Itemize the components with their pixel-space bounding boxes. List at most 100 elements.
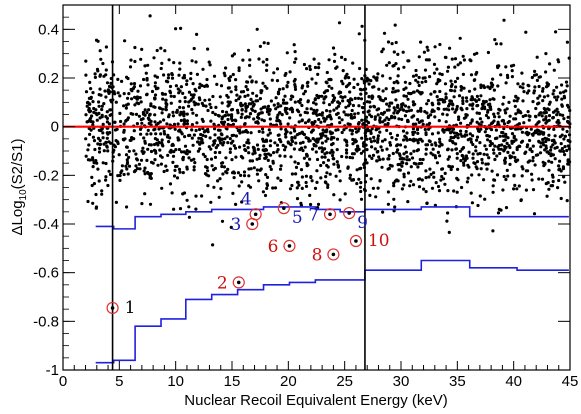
data-point [552, 89, 556, 93]
data-point [377, 87, 381, 91]
data-point [262, 119, 266, 123]
data-point [388, 132, 393, 136]
data-point [329, 137, 333, 141]
data-point [279, 104, 283, 108]
data-point [171, 114, 175, 118]
data-point [488, 139, 492, 144]
data-point [209, 119, 213, 123]
data-point [177, 129, 181, 133]
data-point [464, 96, 469, 100]
event-circle-9 [343, 206, 356, 220]
data-point [289, 97, 293, 101]
data-point [365, 79, 369, 83]
data-point [428, 121, 432, 125]
data-point [97, 146, 102, 150]
data-point [283, 106, 288, 110]
data-point [502, 127, 506, 131]
data-point [390, 42, 394, 46]
data-point [160, 141, 164, 145]
data-point [480, 107, 484, 111]
data-point [486, 85, 490, 89]
data-point [187, 205, 191, 209]
data-point [489, 122, 493, 126]
data-point [138, 84, 143, 88]
data-point [301, 148, 305, 153]
data-point [427, 175, 431, 179]
data-point [283, 73, 287, 77]
data-point [214, 105, 218, 109]
data-point [217, 195, 221, 199]
data-point [479, 83, 483, 87]
data-point [95, 118, 99, 122]
data-point [334, 128, 338, 132]
data-point [220, 219, 225, 223]
data-point [475, 167, 479, 171]
data-point [155, 48, 159, 53]
data-point [294, 165, 299, 169]
data-point [94, 192, 98, 197]
data-point [347, 100, 351, 104]
data-point [439, 178, 443, 182]
data-point [411, 100, 415, 104]
data-point [456, 178, 460, 182]
data-point [257, 179, 261, 183]
data-point [297, 120, 301, 124]
data-point [194, 60, 198, 64]
data-point [283, 94, 287, 98]
data-point [401, 108, 405, 112]
data-point [503, 144, 507, 149]
event-point-6 [287, 244, 292, 248]
data-point [351, 137, 355, 142]
data-point [109, 108, 113, 112]
data-point [225, 127, 229, 131]
data-point [275, 67, 280, 71]
data-point [459, 121, 463, 125]
data-point [258, 44, 262, 49]
data-point [240, 108, 244, 112]
data-point [476, 127, 480, 131]
data-point [286, 80, 290, 84]
data-point [246, 146, 250, 150]
data-point [380, 50, 384, 54]
data-point [172, 150, 176, 154]
data-point [356, 82, 360, 86]
data-point [285, 51, 289, 55]
data-point [85, 120, 89, 124]
data-point [401, 50, 405, 54]
data-point [194, 89, 198, 93]
data-point [462, 163, 466, 167]
data-point [503, 138, 507, 142]
data-point [405, 109, 409, 113]
data-point [507, 100, 511, 104]
data-point [226, 167, 230, 171]
data-point [393, 205, 397, 209]
data-point [329, 117, 333, 121]
data-point [100, 115, 104, 119]
data-point [300, 118, 304, 122]
data-point [243, 102, 247, 106]
data-point [376, 140, 380, 144]
data-point [402, 138, 406, 142]
data-point [359, 189, 363, 194]
data-point [206, 184, 210, 188]
data-point [515, 99, 519, 103]
data-point [544, 182, 548, 186]
data-point [152, 105, 156, 109]
data-point [485, 153, 489, 157]
data-point [346, 166, 350, 170]
data-point [220, 101, 224, 105]
data-point [519, 127, 523, 131]
data-point [323, 119, 327, 123]
data-point [349, 116, 353, 120]
data-point [141, 112, 146, 116]
data-point [187, 104, 191, 108]
acceptance-bands [95, 206, 569, 364]
data-point [378, 130, 382, 134]
data-point [190, 107, 194, 112]
data-point [558, 91, 563, 95]
data-point [548, 62, 552, 66]
data-point [488, 105, 492, 109]
data-point [267, 128, 271, 132]
data-point [310, 77, 314, 81]
data-point [531, 155, 535, 160]
